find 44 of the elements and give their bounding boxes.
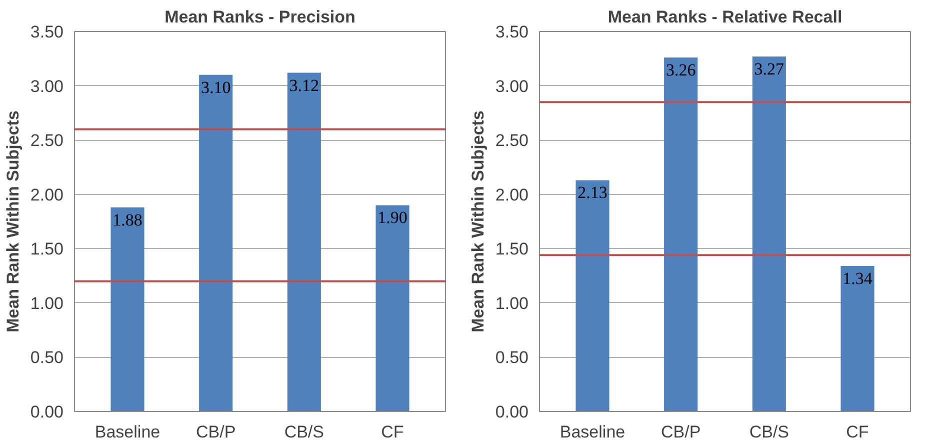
x-tick-label: CB/S — [284, 422, 324, 442]
x-tick-label: CF — [846, 422, 869, 442]
y-tick-label: 1.00 — [495, 294, 529, 313]
bar — [576, 180, 610, 412]
bar — [287, 72, 321, 412]
y-tick-label: 3.50 — [30, 22, 64, 42]
y-tick-label: 2.00 — [495, 185, 529, 204]
y-tick-label: 3.50 — [495, 22, 529, 42]
y-tick-label: 2.00 — [30, 185, 64, 204]
bar — [376, 205, 410, 412]
x-tick-label: Baseline — [94, 422, 160, 442]
chart-title: Mean Ranks - Precision — [164, 8, 356, 26]
y-tick-label: 0.00 — [495, 402, 529, 422]
y-axis-title: Mean Rank Within Subjects — [3, 110, 22, 332]
x-tick-label: CF — [381, 422, 404, 442]
y-tick-label: 0.50 — [495, 348, 529, 368]
y-tick-label: 3.00 — [30, 76, 64, 96]
y-tick-label: 1.50 — [495, 240, 529, 259]
data-label: 3.12 — [289, 76, 320, 95]
data-label: 1.34 — [842, 269, 873, 288]
x-tick-label: CB/P — [660, 422, 701, 442]
bar — [664, 58, 698, 412]
data-label: 2.13 — [578, 183, 608, 202]
y-tick-label: 0.50 — [30, 348, 64, 368]
data-label: 3.26 — [666, 60, 696, 80]
y-tick-label: 2.50 — [30, 131, 64, 150]
data-label: 3.10 — [200, 78, 231, 97]
y-axis-title: Mean Rank Within Subjects — [468, 110, 488, 332]
y-tick-label: 3.00 — [495, 76, 529, 96]
bar — [840, 266, 874, 412]
y-tick-label: 2.50 — [495, 131, 529, 150]
bar — [199, 74, 233, 412]
chart-title: Mean Ranks - Relative Recall — [608, 8, 842, 26]
bar — [752, 56, 786, 412]
y-tick-label: 1.50 — [30, 240, 64, 259]
y-tick-label: 1.00 — [30, 294, 64, 313]
data-label: 1.90 — [378, 208, 408, 228]
data-label: 3.27 — [754, 59, 785, 78]
x-tick-label: CB/S — [749, 422, 790, 442]
data-label: 1.88 — [112, 210, 142, 230]
bar — [110, 207, 144, 412]
x-tick-label: CB/P — [196, 422, 236, 442]
x-tick-label: Baseline — [560, 422, 626, 442]
y-tick-label: 0.00 — [30, 402, 64, 422]
